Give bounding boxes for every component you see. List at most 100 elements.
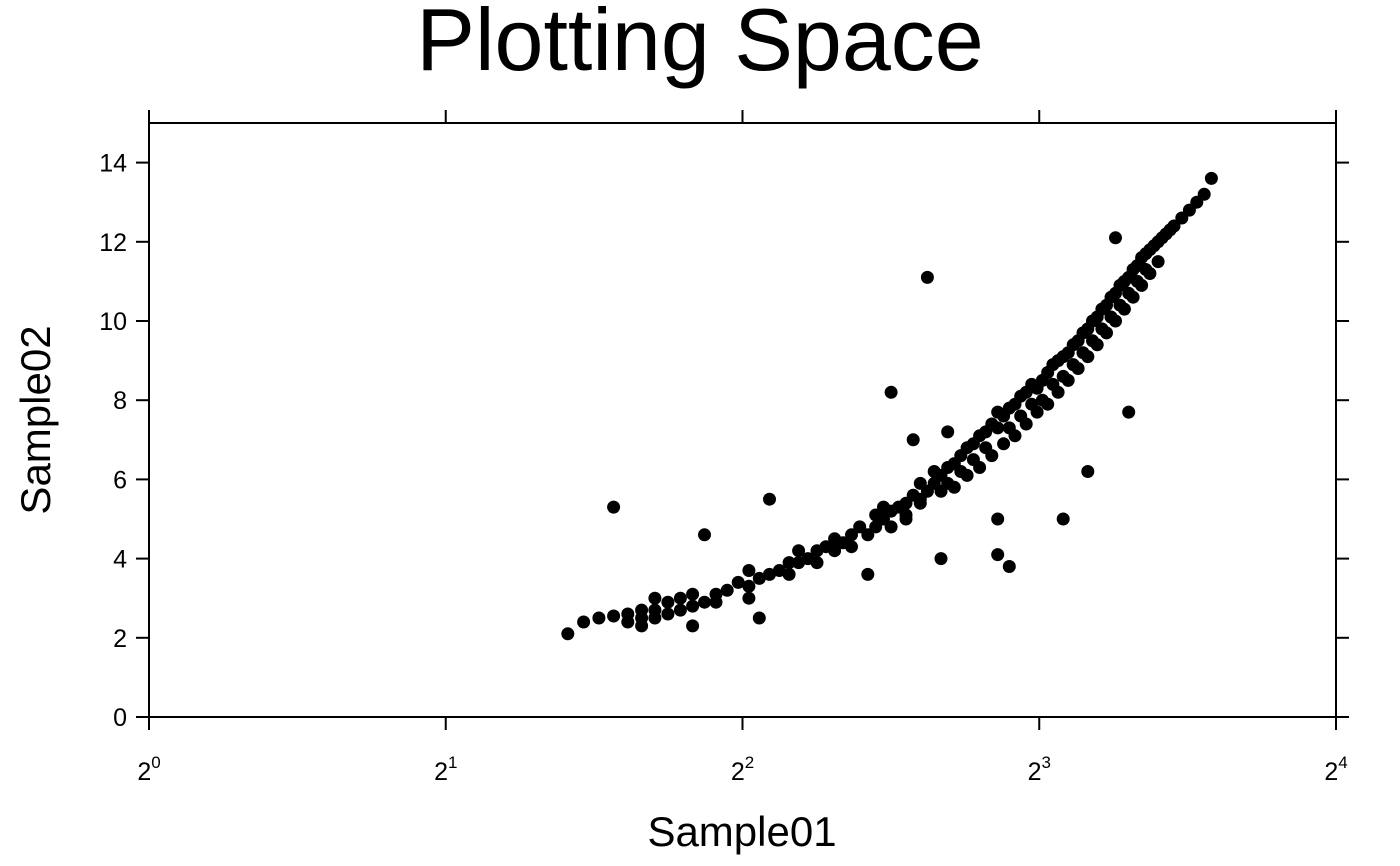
data-point — [1143, 267, 1157, 280]
data-point — [648, 603, 662, 617]
data-point — [661, 595, 675, 609]
data-point — [934, 484, 948, 498]
data-point — [661, 607, 675, 621]
data-point — [845, 540, 858, 554]
y-axis-label: Sample02 — [12, 325, 59, 514]
data-point — [869, 520, 883, 534]
data-point — [934, 552, 948, 566]
x-axis: 20 21 22 23 24 — [137, 110, 1348, 786]
data-point — [853, 520, 867, 534]
data-point — [861, 567, 875, 581]
plot-frame — [148, 122, 1337, 718]
data-points — [561, 171, 1218, 641]
data-point — [673, 603, 687, 617]
data-point — [698, 595, 711, 609]
data-point — [1100, 326, 1113, 340]
data-point — [1008, 429, 1022, 443]
data-point — [621, 615, 635, 629]
data-point — [592, 611, 606, 625]
data-point — [913, 496, 927, 510]
data-point — [577, 615, 591, 629]
y-tick-label: 14 — [99, 150, 127, 178]
y-tick-label: 12 — [99, 229, 127, 257]
data-point — [991, 421, 1005, 435]
data-point — [686, 619, 700, 633]
y-axis: 0 2 4 6 8 10 12 14 — [99, 150, 1349, 732]
data-point — [991, 512, 1005, 526]
data-point — [1019, 417, 1033, 431]
data-point — [1126, 290, 1140, 304]
data-point — [845, 528, 858, 542]
data-point — [1071, 362, 1085, 375]
data-point — [991, 548, 1005, 562]
data-point — [792, 544, 806, 558]
y-tick-label: 2 — [113, 625, 127, 653]
data-point — [1081, 350, 1095, 364]
data-point — [884, 520, 898, 534]
data-point — [720, 583, 734, 597]
data-point — [648, 591, 662, 605]
data-point — [782, 556, 796, 570]
data-point — [1197, 187, 1211, 201]
data-point — [607, 609, 621, 623]
data-point — [673, 591, 687, 605]
data-point — [973, 461, 987, 474]
data-point — [1056, 512, 1070, 526]
data-point — [635, 603, 649, 617]
data-point — [1090, 338, 1104, 352]
data-point — [1109, 314, 1122, 328]
x-tick-label: 23 — [1028, 753, 1051, 786]
data-point — [607, 500, 621, 514]
x-tick-label: 24 — [1324, 753, 1347, 786]
data-point — [828, 544, 842, 558]
data-point — [686, 599, 700, 613]
data-point — [1151, 255, 1165, 269]
y-tick-label: 4 — [113, 546, 127, 574]
data-point — [1135, 278, 1149, 292]
data-point — [960, 468, 974, 482]
data-point — [752, 611, 766, 625]
data-point — [782, 567, 796, 581]
data-point — [635, 619, 649, 633]
y-tick-label: 6 — [113, 466, 127, 494]
data-point — [1041, 397, 1055, 411]
data-point — [947, 480, 961, 494]
data-point — [1081, 465, 1095, 478]
chart-title: Plotting Space — [416, 0, 984, 89]
y-tick-label: 8 — [113, 387, 127, 415]
data-point — [1109, 231, 1122, 245]
data-point — [906, 433, 920, 447]
data-point — [686, 587, 700, 601]
data-point — [941, 425, 955, 439]
data-point — [1122, 405, 1136, 419]
x-tick-label: 20 — [137, 753, 160, 786]
x-axis-label: Sample01 — [647, 808, 836, 855]
data-point — [861, 528, 875, 542]
y-tick-label: 0 — [113, 704, 127, 732]
data-point — [752, 571, 766, 585]
data-point — [1002, 560, 1016, 573]
y-tick-label: 10 — [99, 308, 127, 336]
data-point — [763, 567, 776, 581]
data-point — [731, 575, 745, 589]
data-point — [742, 591, 756, 605]
data-point — [877, 500, 890, 514]
data-point — [698, 528, 711, 542]
x-tick-label: 21 — [434, 753, 457, 786]
data-point — [763, 492, 776, 506]
data-point — [1167, 219, 1181, 233]
data-point — [742, 564, 756, 577]
data-point — [1061, 373, 1075, 387]
data-point — [561, 627, 575, 641]
data-point — [1030, 405, 1044, 419]
data-point — [1051, 385, 1065, 399]
data-point — [709, 595, 723, 609]
data-point — [810, 556, 824, 570]
data-point — [997, 437, 1011, 451]
x-tick-label: 22 — [731, 753, 754, 786]
data-point — [985, 449, 999, 463]
data-point — [899, 512, 913, 526]
data-point — [1117, 302, 1131, 316]
data-point — [1204, 171, 1218, 185]
